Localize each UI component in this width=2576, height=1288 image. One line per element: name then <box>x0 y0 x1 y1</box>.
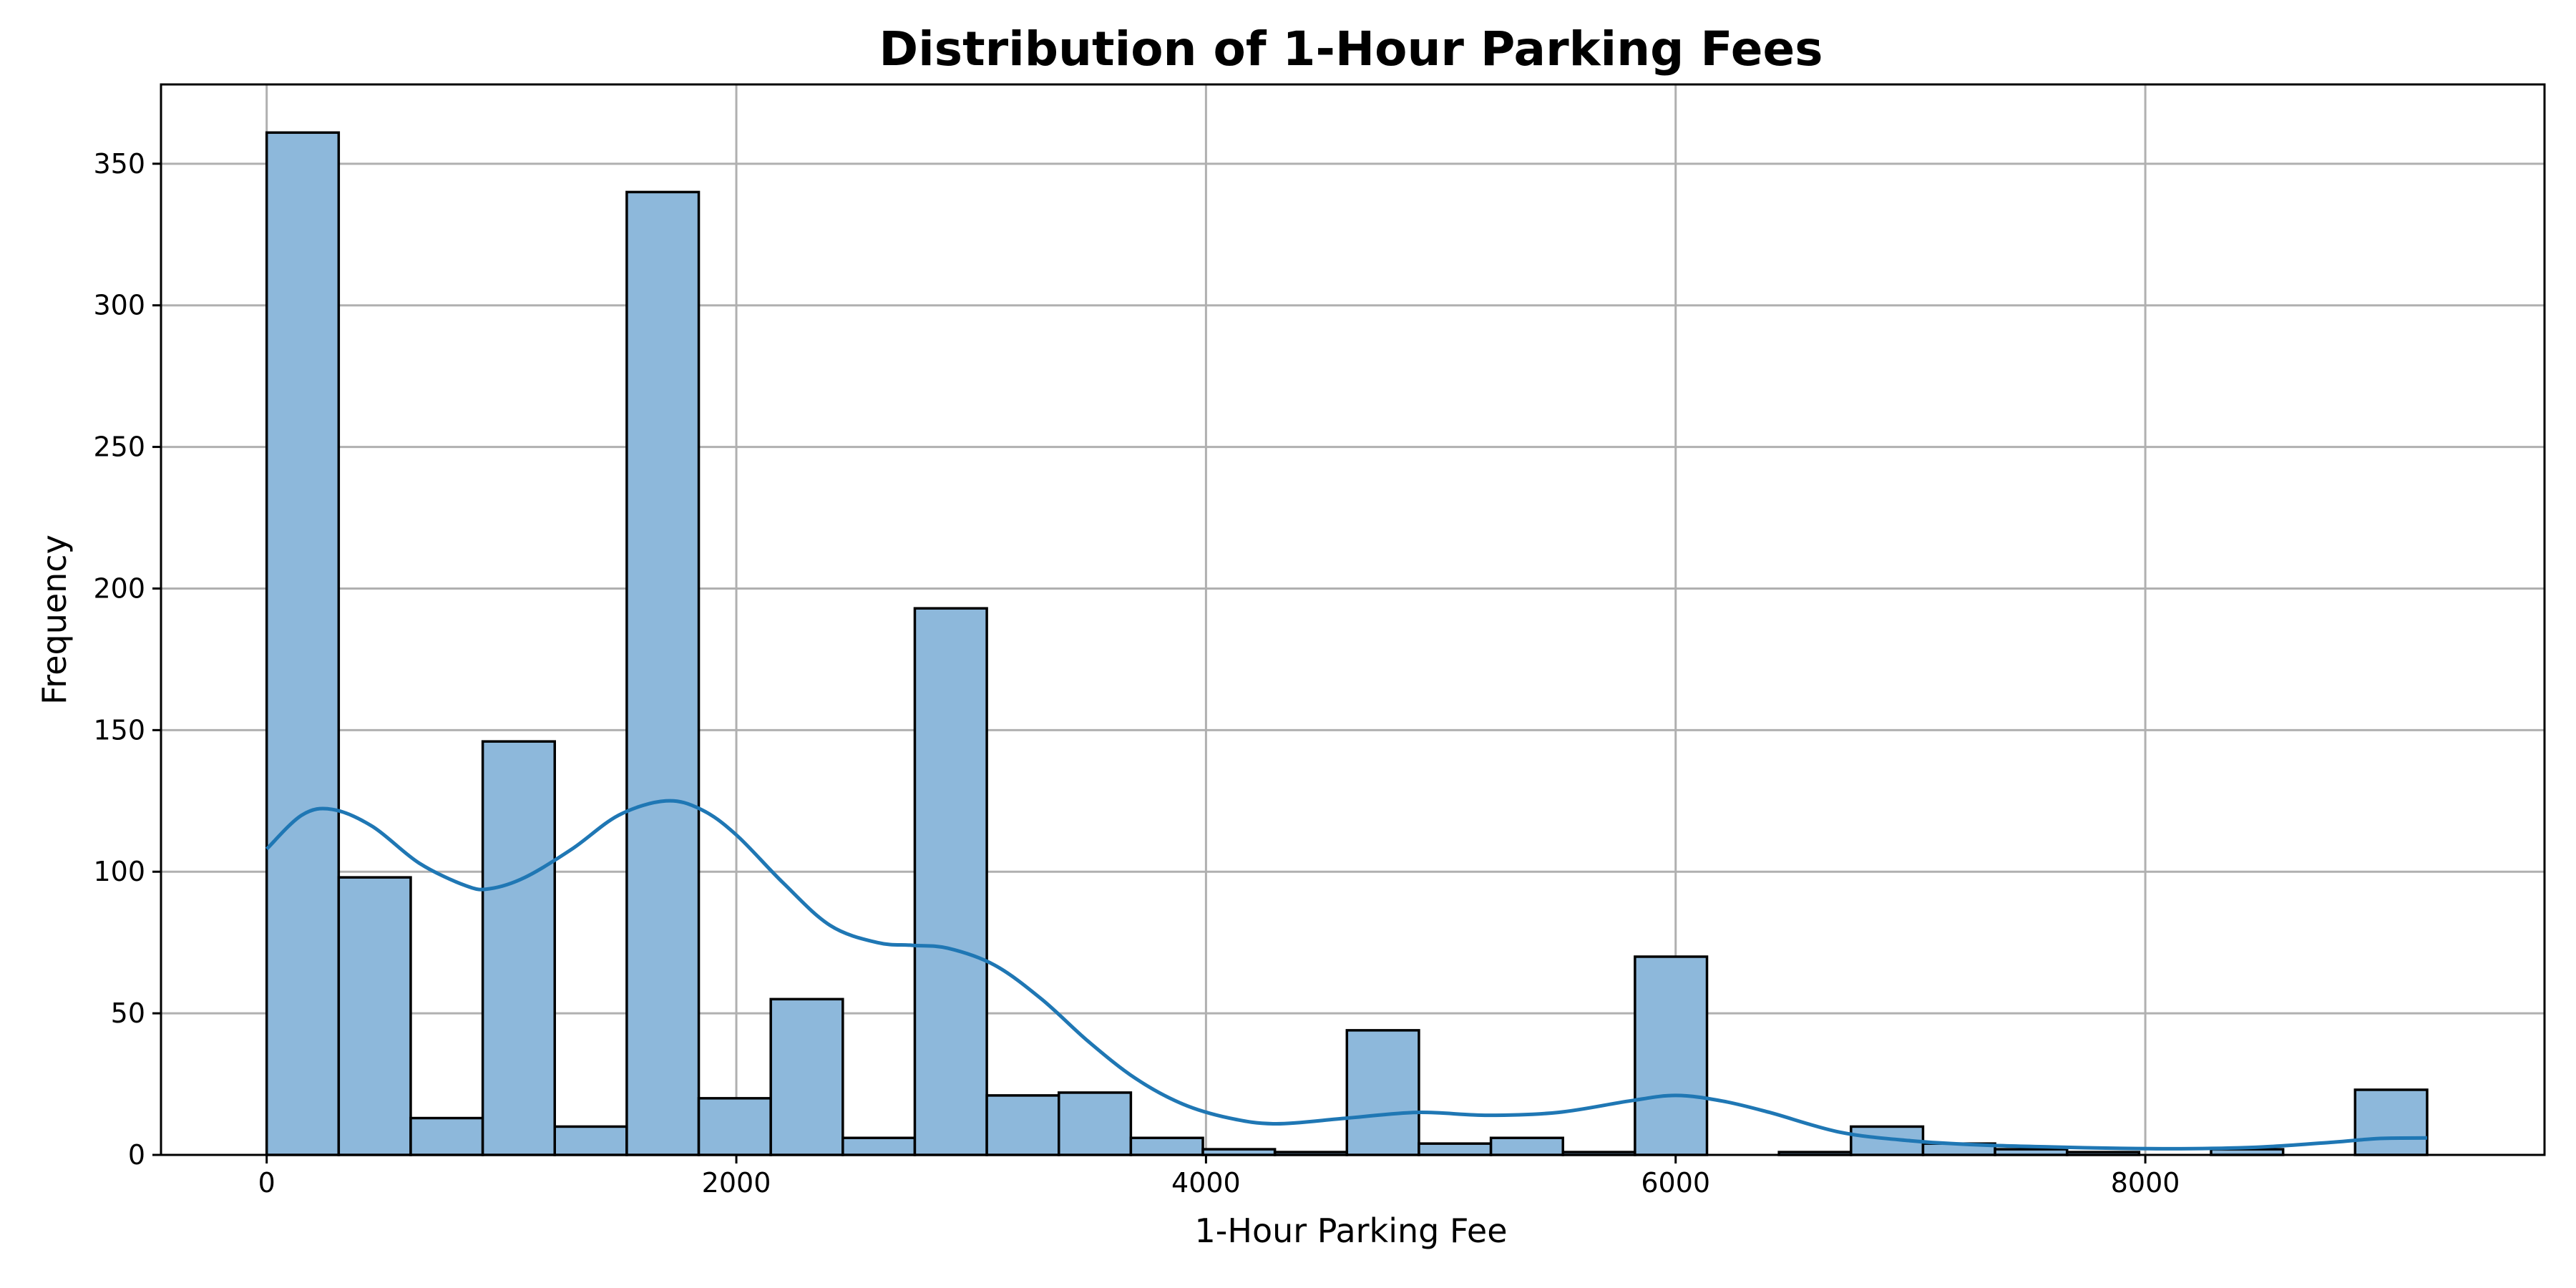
x-tick-label: 4000 <box>1171 1167 1241 1199</box>
histogram-bar <box>1418 1142 1493 1156</box>
histogram-bar <box>841 1136 917 1156</box>
y-tick-label: 250 <box>93 431 145 463</box>
x-tick-label: 0 <box>258 1167 275 1199</box>
x-tick-label: 8000 <box>2111 1167 2180 1199</box>
kde-curve <box>265 799 2427 1151</box>
y-tick-label: 200 <box>93 572 145 604</box>
histogram-bar <box>985 1094 1060 1156</box>
histogram-bar <box>1489 1136 1564 1156</box>
histogram-bar <box>337 876 412 1156</box>
y-axis-ticks: 0 50 100 150 200 250 300 350 <box>93 148 161 1171</box>
histogram-bar <box>265 131 341 1156</box>
histogram-bar <box>1057 1091 1133 1156</box>
x-axis-ticks: 0 2000 4000 6000 8000 <box>258 1155 2180 1199</box>
histogram-bar <box>1129 1136 1204 1156</box>
y-tick-label: 150 <box>93 714 145 746</box>
histogram-bar <box>697 1097 772 1156</box>
histogram-bar <box>481 740 556 1156</box>
x-tick-label: 2000 <box>702 1167 771 1199</box>
chart-title: Distribution of 1-Hour Parking Fees <box>879 21 1823 77</box>
histogram-bar <box>409 1116 484 1156</box>
histogram-bar <box>913 607 988 1156</box>
y-tick-label: 100 <box>93 856 145 887</box>
x-tick-label: 6000 <box>1641 1167 1710 1199</box>
y-tick-label: 350 <box>93 148 145 180</box>
histogram-bar <box>625 190 701 1156</box>
x-axis-label: 1-Hour Parking Fee <box>1195 1211 1508 1250</box>
y-tick-label: 0 <box>128 1139 145 1171</box>
histogram-bar <box>1634 955 1709 1156</box>
histogram-bar <box>1345 1029 1420 1156</box>
histogram-bar <box>553 1125 628 1156</box>
y-tick-label: 50 <box>111 997 145 1029</box>
histogram-bar <box>769 997 844 1156</box>
bars-layer <box>265 131 2429 1156</box>
y-axis-label: Frequency <box>35 535 74 705</box>
histogram-bar <box>2353 1088 2429 1156</box>
plot-frame <box>160 83 2546 1156</box>
y-tick-label: 300 <box>93 290 145 321</box>
